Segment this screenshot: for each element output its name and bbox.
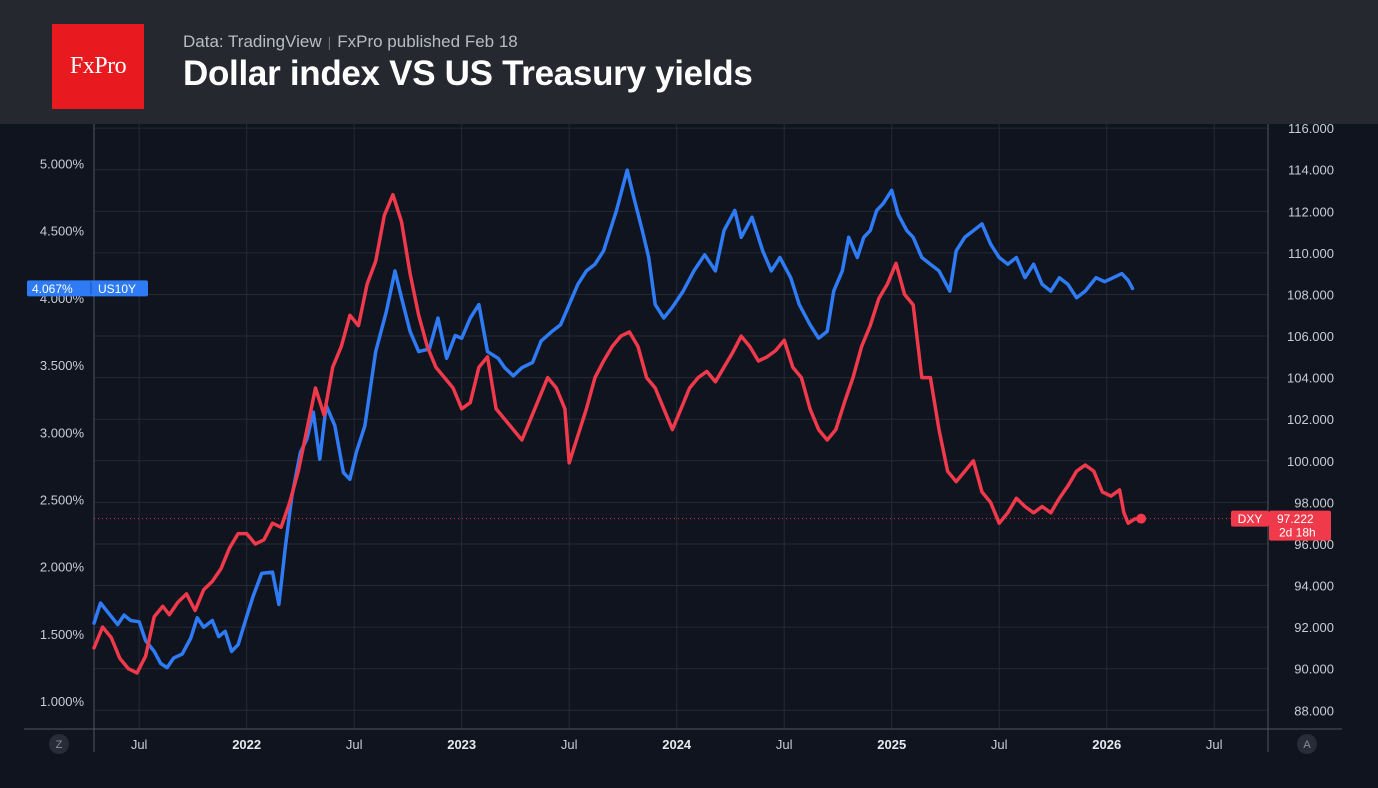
us10y-label-box xyxy=(27,280,148,297)
dxy-series-name: DXY xyxy=(1238,512,1263,526)
left-tick-label: 1.000% xyxy=(40,694,85,709)
x-tick-label: Jul xyxy=(991,737,1008,752)
dxy-countdown: 2d 18h xyxy=(1279,526,1316,540)
left-tick-label: 4.500% xyxy=(40,224,85,239)
right-tick-label: 102.000 xyxy=(1287,412,1334,427)
us10y-price-label: 4.067% US10Y xyxy=(27,280,148,297)
auto-scale-button[interactable]: A xyxy=(1297,734,1317,754)
left-tick-label: 3.000% xyxy=(40,425,85,440)
left-axis-ticks: 1.000%1.500%2.000%2.500%3.000%3.500%4.00… xyxy=(40,156,85,709)
right-tick-label: 96.000 xyxy=(1294,537,1334,552)
right-tick-label: 100.000 xyxy=(1287,454,1334,469)
right-tick-label: 116.000 xyxy=(1288,124,1334,136)
dxy-last-value: 97.222 xyxy=(1277,512,1314,526)
right-tick-label: 112.000 xyxy=(1288,204,1334,219)
x-tick-label: Jul xyxy=(1206,737,1223,752)
x-tick-label: Jul xyxy=(776,737,793,752)
left-tick-label: 2.500% xyxy=(40,493,85,508)
dxy-name-box xyxy=(1231,510,1269,527)
left-tick-label: 2.000% xyxy=(40,560,85,575)
right-tick-label: 108.000 xyxy=(1287,287,1334,302)
x-axis-ticks: Jul 2022 Jul 2023 Jul 2024 Jul 2025 Jul 2026 Jul xyxy=(131,737,1223,752)
right-tick-label: 90.000 xyxy=(1294,662,1334,677)
chart-background xyxy=(0,124,1378,788)
header-bar: FxPro Data: TradingView | FxPro published … xyxy=(0,0,1378,124)
left-tick-label: 3.500% xyxy=(40,358,85,373)
right-tick-label: 98.000 xyxy=(1294,495,1334,510)
dxy-last-point xyxy=(1136,513,1147,524)
us10y-last-value: 4.067% xyxy=(32,282,73,296)
line-chart[interactable]: 1.000%1.500%2.000%2.500%3.000%3.500%4.00… xyxy=(0,124,1378,788)
right-tick-label: 88.000 xyxy=(1294,703,1334,718)
right-tick-label: 110.000 xyxy=(1288,246,1334,261)
x-tick-label: 2025 xyxy=(877,737,906,752)
x-tick-label: 2023 xyxy=(447,737,476,752)
x-tick-label: Jul xyxy=(346,737,363,752)
x-tick-label: 2024 xyxy=(662,737,692,752)
right-tick-label: 92.000 xyxy=(1294,620,1334,635)
right-tick-label: 114.000 xyxy=(1288,163,1334,178)
left-tick-label: 5.000% xyxy=(40,156,85,171)
x-tick-label: Jul xyxy=(131,737,148,752)
gridlines xyxy=(94,124,1268,729)
us10y-series-name: US10Y xyxy=(98,282,136,296)
separator: | xyxy=(327,34,332,50)
series-line-dxy[interactable] xyxy=(92,192,1143,675)
fxpro-logo: FxPro xyxy=(52,24,144,109)
zoom-left-button[interactable]: Z xyxy=(49,734,69,754)
right-tick-label: 104.000 xyxy=(1287,371,1334,386)
right-tick-label: 94.000 xyxy=(1294,579,1334,594)
right-tick-label: 106.000 xyxy=(1287,329,1334,344)
series-layer xyxy=(92,168,1143,675)
published-label: FxPro published Feb 18 xyxy=(337,32,518,51)
data-source-label: Data: TradingView xyxy=(183,32,322,51)
right-axis-ticks: 88.000 90.000 92.000 94.000 96.000 98.000 100.… xyxy=(1287,124,1334,718)
series-line-us10y[interactable] xyxy=(92,168,1135,670)
left-tick-label: 1.500% xyxy=(40,627,85,642)
x-tick-label: 2026 xyxy=(1092,737,1121,752)
x-tick-label: Jul xyxy=(561,737,578,752)
auto-scale-label: A xyxy=(1303,739,1311,751)
zoom-left-label: Z xyxy=(56,739,63,751)
chart-title: Dollar index VS US Treasury yields xyxy=(183,54,753,93)
chart-subtitle: Data: TradingView | FxPro published Feb 18 xyxy=(183,32,518,52)
dxy-value-box xyxy=(1269,510,1331,541)
x-tick-label: 2022 xyxy=(232,737,261,752)
